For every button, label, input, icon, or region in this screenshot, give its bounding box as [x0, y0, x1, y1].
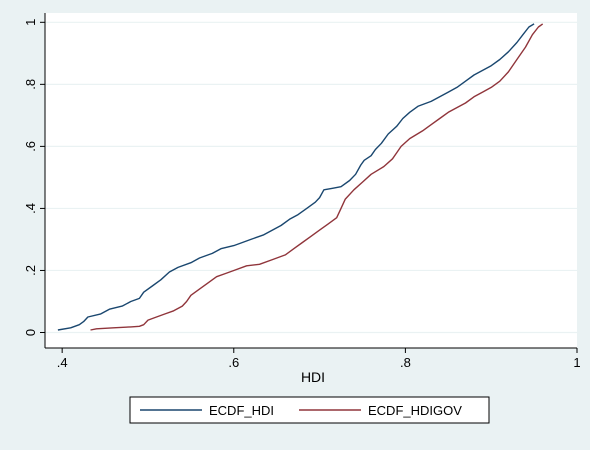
legend-label-hdi: ECDF_HDI — [209, 403, 274, 418]
x-tick-label: .8 — [400, 355, 411, 370]
x-tick-label: .4 — [57, 355, 68, 370]
legend-label-hdigov: ECDF_HDIGOV — [368, 403, 462, 418]
y-tick-label: 0 — [23, 329, 38, 336]
x-axis-title: HDI — [301, 369, 325, 385]
series-lines — [57, 23, 544, 331]
series-line-ecdf-hdigov — [90, 23, 544, 331]
y-tick-label: .8 — [23, 79, 38, 90]
x-tick-label: 1 — [573, 355, 580, 370]
plot-area — [45, 13, 577, 348]
y-tick-label: .4 — [23, 203, 38, 214]
gridlines — [45, 21, 577, 334]
y-tick-label: .2 — [23, 265, 38, 276]
y-tick-label: .6 — [23, 141, 38, 152]
series-line-ecdf-hdi — [57, 23, 535, 331]
legend: ECDF_HDI ECDF_HDIGOV — [129, 396, 490, 424]
y-tick-label: 1 — [23, 19, 38, 26]
x-tick-label: .6 — [228, 355, 239, 370]
axes: 0 .2 .4 .6 .8 1 .4 .6 .8 1 — [23, 13, 581, 370]
